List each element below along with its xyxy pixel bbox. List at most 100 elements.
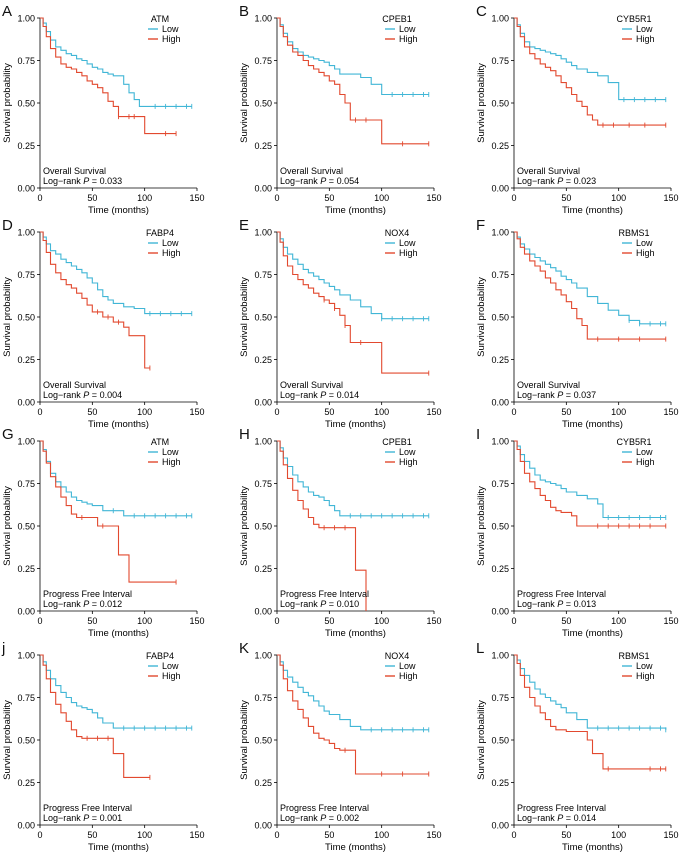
panel-H: H 0.00 0.25 0.50 0.75 1.00 0 50 100 150 Time (mont… [239,426,442,639]
km-curve-low [40,654,192,729]
x-tick-label: 150 [189,616,204,626]
y-tick-label: 1.00 [254,14,272,24]
x-tick-label: 150 [663,407,678,417]
y-axis-label: Survival probability [239,486,250,566]
legend-title: CYB5R1 [616,437,651,447]
x-axis-label: Time (months) [562,628,623,639]
y-axis-label: Survival probability [476,700,487,780]
km-curve-low [40,440,192,517]
x-tick-label: 100 [611,830,626,840]
p-value: 0.014 [337,390,360,400]
y-tick-label: 0.50 [17,736,35,746]
y-tick-label: 0.25 [491,564,509,574]
panel-letter: j [1,640,5,657]
x-tick-label: 50 [87,407,97,417]
y-tick-label: 0.00 [17,607,35,617]
y-tick-label: 0.75 [491,693,509,703]
panel-letter: L [476,640,484,657]
x-tick-label: 50 [561,193,571,203]
panel-letter: C [476,3,487,20]
y-tick-label: 0.00 [254,184,272,194]
y-tick-label: 1.00 [254,437,272,447]
panel-A: A 0.00 0.25 0.50 0.75 1.00 0 50 100 150 Time (mont… [2,3,205,216]
p-equals: = [563,813,573,823]
panel-I: I 0.00 0.25 0.50 0.75 1.00 0 50 100 150 Time (mont… [476,426,679,639]
p-value: 0.013 [574,599,597,609]
logrank-label: Log−rank P = 0.001 [43,813,122,823]
legend-title: RBMS1 [618,651,649,661]
legend-label-low: Low [399,24,416,34]
y-tick-label: 0.00 [254,821,272,831]
legend-label-low: Low [162,447,179,457]
x-tick-label: 150 [189,407,204,417]
y-tick-label: 0.75 [491,270,509,280]
x-tick-label: 150 [426,830,441,840]
panel-letter: H [239,426,250,443]
legend-label-low: Low [162,238,179,248]
y-tick-label: 1.00 [17,437,35,447]
legend-title: NOX4 [385,228,410,238]
y-tick-label: 0.25 [17,355,35,365]
x-tick-label: 50 [561,616,571,626]
logrank-prefix: Log−rank [280,813,320,823]
km-curve-low [514,654,667,730]
x-tick-label: 100 [611,407,626,417]
analysis-label: Progress Free Interval [43,803,132,813]
p-symbol: P [320,390,326,400]
x-tick-label: 100 [374,193,389,203]
x-tick-label: 150 [663,193,678,203]
legend-title: FABP4 [146,651,174,661]
x-tick-label: 150 [663,830,678,840]
km-curve-high [277,440,367,611]
legend-label-low: Low [399,447,416,457]
x-axis-label: Time (months) [88,205,149,216]
y-tick-label: 0.00 [491,184,509,194]
y-tick-label: 0.00 [491,607,509,617]
p-equals: = [326,599,336,609]
x-tick-label: 150 [189,193,204,203]
x-tick-label: 150 [426,193,441,203]
p-symbol: P [83,813,89,823]
y-tick-label: 0.25 [254,141,272,151]
legend-label-low: Low [162,24,179,34]
x-axis-label: Time (months) [325,842,386,853]
y-tick-label: 1.00 [254,228,272,238]
logrank-prefix: Log−rank [280,390,320,400]
x-axis-label: Time (months) [562,419,623,430]
logrank-label: Log−rank P = 0.014 [517,813,596,823]
panel-letter: E [239,217,249,234]
legend-label-high: High [636,34,655,44]
p-symbol: P [83,390,89,400]
x-tick-label: 100 [137,193,152,203]
km-curve-low [514,231,666,325]
logrank-label: Log−rank P = 0.023 [517,176,596,186]
y-tick-label: 0.25 [17,778,35,788]
legend-label-high: High [162,457,181,467]
x-tick-label: 150 [663,616,678,626]
y-axis-label: Survival probability [2,486,13,566]
x-axis-label: Time (months) [325,205,386,216]
x-tick-label: 0 [37,830,42,840]
y-tick-label: 1.00 [491,228,509,238]
y-tick-label: 0.75 [254,479,272,489]
panel-L: L 0.00 0.25 0.50 0.75 1.00 0 50 100 150 Time (mont… [476,640,679,853]
panel-letter: G [2,426,14,443]
x-tick-label: 0 [274,407,279,417]
logrank-label: Log−rank P = 0.010 [280,599,359,609]
y-tick-label: 0.75 [254,56,272,66]
logrank-label: Log−rank P = 0.012 [43,599,122,609]
x-tick-label: 0 [511,407,516,417]
y-axis-label: Survival probability [239,63,250,143]
p-equals: = [563,390,573,400]
logrank-prefix: Log−rank [43,176,83,186]
x-tick-label: 150 [189,830,204,840]
km-curve-low [514,440,666,519]
km-curve-high [40,440,177,583]
logrank-label: Log−rank P = 0.013 [517,599,596,609]
legend-label-low: Low [636,238,653,248]
p-symbol: P [83,176,89,186]
p-value: 0.037 [574,390,597,400]
logrank-label: Log−rank P = 0.014 [280,390,359,400]
x-tick-label: 0 [274,616,279,626]
panel-letter: B [239,3,249,20]
